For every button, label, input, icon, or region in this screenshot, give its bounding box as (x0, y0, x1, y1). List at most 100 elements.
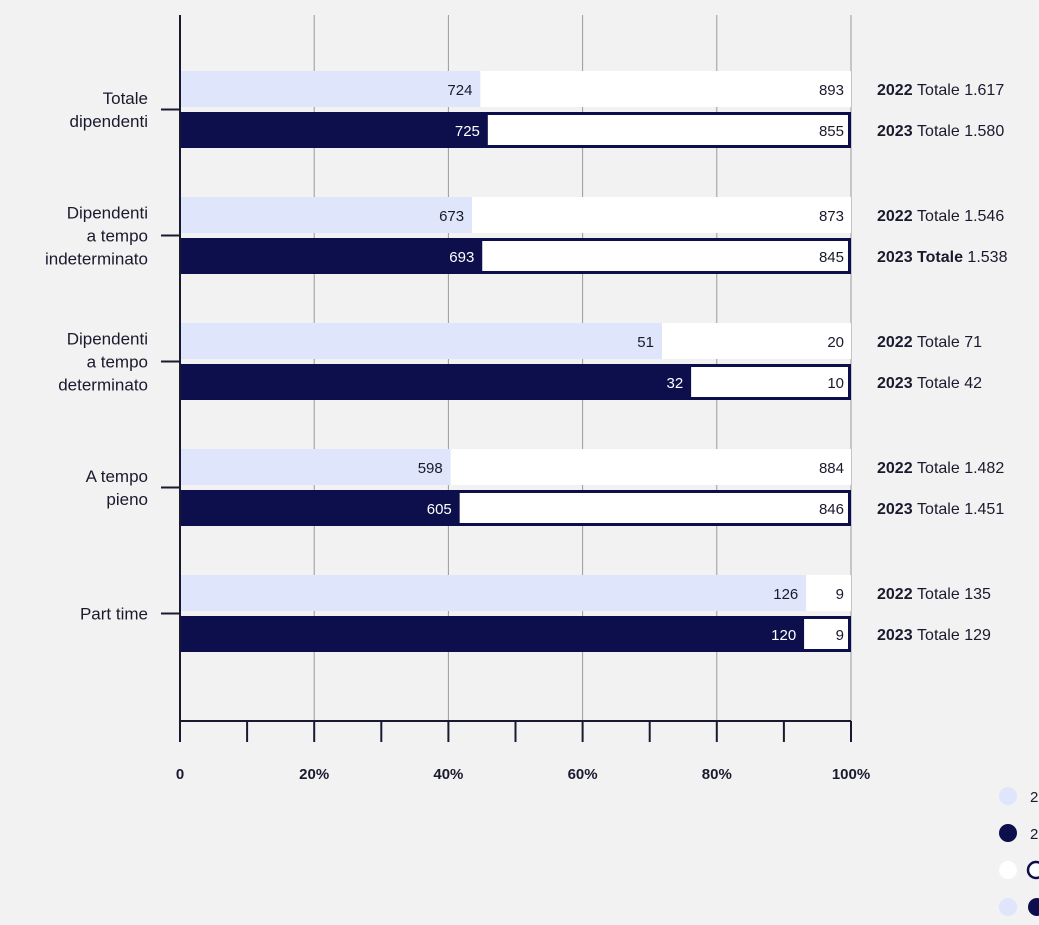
bar-2023-segment-1 (180, 238, 483, 274)
value-label-first: 120 (771, 627, 796, 644)
legend-marker-light (999, 898, 1017, 916)
x-tick-label: 0 (176, 766, 184, 783)
value-label-first: 605 (427, 501, 452, 518)
bar-2022-segment-1 (180, 323, 662, 359)
legend-marker-dark (1028, 898, 1039, 916)
bar-2023-outline (180, 112, 851, 148)
total-word: Totale (917, 627, 964, 644)
bar-2022-inner (472, 199, 849, 231)
bar-2023-segment-1 (180, 112, 488, 148)
total-year: 2023 (877, 501, 917, 518)
value-label-first: 693 (449, 249, 474, 266)
category-label-line: Dipendenti (67, 330, 148, 349)
total-year: 2023 (877, 627, 917, 644)
total-value: 71 (964, 334, 982, 351)
total-value: 42 (964, 375, 982, 392)
category-label-line: a tempo (87, 227, 148, 246)
total-label-2023: 2023 Totale 129 (877, 627, 991, 644)
total-year: 2022 (877, 586, 917, 603)
labels: 724 893 2022 Totale 1.617 725 855 2023 Totale… (45, 82, 1008, 783)
bar-2022-inner (450, 451, 849, 483)
value-label-first: 32 (667, 375, 684, 392)
bar-2023-segment-2 (482, 238, 851, 274)
total-word: Totale (917, 586, 964, 603)
total-year: 2022 (877, 82, 917, 99)
total-year: 2022 (877, 208, 917, 225)
bar-2022-inner (480, 73, 849, 105)
total-word: Totale (917, 208, 964, 225)
total-value: 1.580 (964, 123, 1004, 140)
bar-2022-inner (661, 325, 849, 357)
category-label: Dipendenti a tempo determinato (58, 330, 148, 395)
legend-label: 2 (1030, 826, 1038, 843)
legend-marker-2023 (999, 824, 1017, 842)
x-tick-label: 60% (568, 766, 598, 783)
bar-2023-outline (180, 364, 851, 400)
legend-label: 2 (1030, 789, 1038, 806)
bar-2023-segment-2 (487, 112, 851, 148)
total-label-2023: 2023 Totale 1.538 (877, 249, 1008, 266)
value-label-second: 9 (836, 627, 844, 644)
value-label-first: 673 (439, 208, 464, 225)
value-label-second: 9 (836, 586, 844, 603)
category-label: Dipendenti a tempo indeterminato (45, 204, 148, 269)
legend-marker-outlined (1026, 860, 1039, 880)
axes (161, 15, 852, 742)
total-label-2023: 2023 Totale 1.580 (877, 123, 1004, 140)
bar-2023-segment-2 (691, 364, 851, 400)
bar-2023-segment-2 (804, 616, 851, 652)
total-value: 1.617 (964, 82, 1004, 99)
total-value: 135 (964, 586, 991, 603)
x-tick-label: 100% (832, 766, 870, 783)
total-label-2022: 2022 Totale 1.617 (877, 82, 1004, 99)
total-label-2022: 2022 Totale 1.546 (877, 208, 1004, 225)
total-word: Totale (917, 249, 967, 266)
total-word: Totale (917, 501, 964, 518)
bar-2023-segment-2 (459, 490, 851, 526)
category-label-line: Totale (103, 89, 148, 108)
value-label-second: 846 (819, 501, 844, 518)
bars (180, 71, 851, 652)
value-label-first: 598 (418, 460, 443, 477)
x-tick-label: 40% (433, 766, 463, 783)
bar-2022-segment-1 (180, 197, 473, 233)
bar-2022-segment-1 (180, 449, 451, 485)
total-label-2023: 2023 Totale 42 (877, 375, 982, 392)
total-word: Totale (917, 123, 964, 140)
total-year: 2023 (877, 375, 917, 392)
bar-2023-outline (180, 616, 851, 652)
category-label: A tempo pieno (86, 467, 148, 509)
category-label-line: dipendenti (70, 112, 148, 131)
value-label-first: 126 (773, 586, 798, 603)
category-label-line: Part time (80, 605, 148, 624)
category-label: Part time (80, 605, 148, 624)
total-year: 2023 (877, 249, 917, 266)
bar-2022-segment-1 (180, 71, 481, 107)
value-label-second: 884 (819, 460, 844, 477)
bar-2023-segment-1 (180, 490, 460, 526)
total-year: 2022 (877, 334, 917, 351)
bar-2023-segment-1 (180, 364, 692, 400)
total-value: 1.482 (964, 460, 1004, 477)
total-word: Totale (917, 82, 964, 99)
category-label-line: indeterminato (45, 250, 148, 269)
total-word: Totale (917, 460, 964, 477)
total-word: Totale (917, 375, 964, 392)
value-label-second: 20 (827, 334, 844, 351)
bar-2023-segment-1 (180, 616, 805, 652)
total-value: 1.546 (964, 208, 1004, 225)
total-value: 1.451 (964, 501, 1004, 518)
bar-2023-outline (180, 490, 851, 526)
total-label-2022: 2022 Totale 1.482 (877, 460, 1004, 477)
total-label-2022: 2022 Totale 135 (877, 586, 991, 603)
total-label-2023: 2023 Totale 1.451 (877, 501, 1004, 518)
value-label-second: 845 (819, 249, 844, 266)
value-label-second: 855 (819, 123, 844, 140)
legend: 22 (999, 787, 1039, 916)
total-year: 2022 (877, 460, 917, 477)
category-label-line: pieno (106, 490, 148, 509)
category-label-line: Dipendenti (67, 204, 148, 223)
legend-marker-2022 (999, 787, 1017, 805)
total-value: 129 (964, 627, 991, 644)
value-label-second: 893 (819, 82, 844, 99)
